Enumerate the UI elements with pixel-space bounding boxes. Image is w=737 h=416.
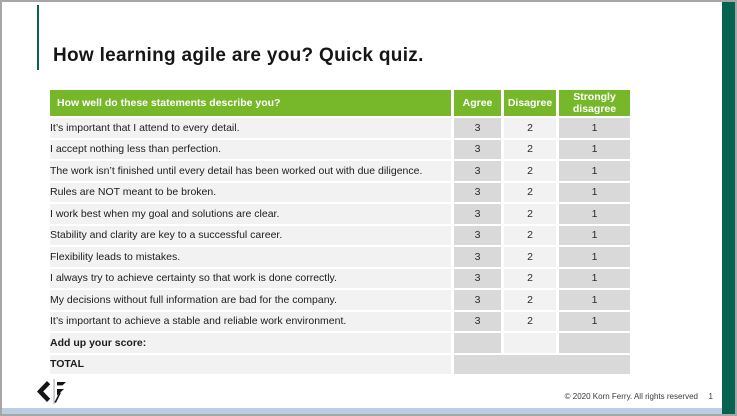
left-accent-line bbox=[37, 5, 39, 70]
score-disagree-cell[interactable] bbox=[504, 333, 559, 355]
agree-cell[interactable]: 3 bbox=[454, 268, 504, 290]
table-row: My decisions without full information ar… bbox=[50, 290, 630, 312]
strongly-disagree-cell[interactable]: 1 bbox=[559, 118, 630, 140]
total-row: TOTAL bbox=[50, 354, 630, 376]
agree-cell[interactable]: 3 bbox=[454, 161, 504, 183]
header-strongly-disagree: Strongly disagree bbox=[559, 90, 630, 118]
agree-cell[interactable]: 3 bbox=[454, 118, 504, 140]
header-agree: Agree bbox=[454, 90, 504, 118]
strongly-disagree-cell[interactable]: 1 bbox=[559, 139, 630, 161]
disagree-cell[interactable]: 2 bbox=[504, 311, 559, 333]
score-strongly-disagree-cell[interactable] bbox=[559, 333, 630, 355]
score-row-label: Add up your score: bbox=[50, 333, 454, 355]
page-number: 1 bbox=[708, 392, 713, 401]
agree-cell[interactable]: 3 bbox=[454, 290, 504, 312]
disagree-cell[interactable]: 2 bbox=[504, 247, 559, 269]
quiz-table: How well do these statements describe yo… bbox=[50, 90, 630, 376]
table-row: It’s important to achieve a stable and r… bbox=[50, 311, 630, 333]
f-arrow-icon bbox=[54, 382, 66, 403]
total-row-label: TOTAL bbox=[50, 354, 454, 376]
table-row: Flexibility leads to mistakes. 3 2 1 bbox=[50, 247, 630, 269]
agree-cell[interactable]: 3 bbox=[454, 139, 504, 161]
agree-cell[interactable]: 3 bbox=[454, 311, 504, 333]
agree-cell[interactable]: 3 bbox=[454, 247, 504, 269]
disagree-cell[interactable]: 2 bbox=[504, 161, 559, 183]
korn-ferry-logo bbox=[37, 379, 66, 404]
copyright-text: © 2020 Korn Ferry. All rights reserved bbox=[564, 392, 698, 401]
strongly-disagree-cell[interactable]: 1 bbox=[559, 204, 630, 226]
strongly-disagree-cell[interactable]: 1 bbox=[559, 268, 630, 290]
disagree-cell[interactable]: 2 bbox=[504, 268, 559, 290]
statement-cell: The work isn’t finished until every deta… bbox=[50, 161, 454, 183]
table-row: I work best when my goal and solutions a… bbox=[50, 204, 630, 226]
table-row: It’s important that I attend to every de… bbox=[50, 118, 630, 140]
table-row: I accept nothing less than perfection. 3… bbox=[50, 139, 630, 161]
statement-cell: Rules are NOT meant to be broken. bbox=[50, 182, 454, 204]
strongly-disagree-cell[interactable]: 1 bbox=[559, 311, 630, 333]
statement-cell: Stability and clarity are key to a succe… bbox=[50, 225, 454, 247]
total-value-cell[interactable] bbox=[454, 354, 630, 376]
statement-cell: I accept nothing less than perfection. bbox=[50, 139, 454, 161]
table-row: I always try to achieve certainty so tha… bbox=[50, 268, 630, 290]
statement-cell: My decisions without full information ar… bbox=[50, 290, 454, 312]
bottom-strip bbox=[2, 408, 735, 414]
score-agree-cell[interactable] bbox=[454, 333, 504, 355]
header-disagree: Disagree bbox=[504, 90, 559, 118]
disagree-cell[interactable]: 2 bbox=[504, 225, 559, 247]
statement-cell: I work best when my goal and solutions a… bbox=[50, 204, 454, 226]
strongly-disagree-cell[interactable]: 1 bbox=[559, 182, 630, 204]
agree-cell[interactable]: 3 bbox=[454, 225, 504, 247]
disagree-cell[interactable]: 2 bbox=[504, 290, 559, 312]
agree-cell[interactable]: 3 bbox=[454, 204, 504, 226]
strongly-disagree-cell[interactable]: 1 bbox=[559, 247, 630, 269]
page-title: How learning agile are you? Quick quiz. bbox=[53, 45, 424, 66]
disagree-cell[interactable]: 2 bbox=[504, 182, 559, 204]
statement-cell: I always try to achieve certainty so tha… bbox=[50, 268, 454, 290]
table-row: Stability and clarity are key to a succe… bbox=[50, 225, 630, 247]
header-statement-label: How well do these statements describe yo… bbox=[50, 90, 454, 118]
agree-cell[interactable]: 3 bbox=[454, 182, 504, 204]
disagree-cell[interactable]: 2 bbox=[504, 139, 559, 161]
table-row: Rules are NOT meant to be broken. 3 2 1 bbox=[50, 182, 630, 204]
strongly-disagree-cell[interactable]: 1 bbox=[559, 225, 630, 247]
chevron-icon bbox=[37, 381, 51, 402]
strongly-disagree-cell[interactable]: 1 bbox=[559, 290, 630, 312]
disagree-cell[interactable]: 2 bbox=[504, 118, 559, 140]
statement-cell: It’s important to achieve a stable and r… bbox=[50, 311, 454, 333]
right-accent-bar bbox=[722, 2, 735, 414]
table-row: The work isn’t finished until every deta… bbox=[50, 161, 630, 183]
disagree-cell[interactable]: 2 bbox=[504, 204, 559, 226]
table-header-row: How well do these statements describe yo… bbox=[50, 90, 630, 118]
strongly-disagree-cell[interactable]: 1 bbox=[559, 161, 630, 183]
statement-cell: Flexibility leads to mistakes. bbox=[50, 247, 454, 269]
score-row: Add up your score: bbox=[50, 333, 630, 355]
statement-cell: It’s important that I attend to every de… bbox=[50, 118, 454, 140]
logo-divider-line bbox=[53, 379, 55, 404]
